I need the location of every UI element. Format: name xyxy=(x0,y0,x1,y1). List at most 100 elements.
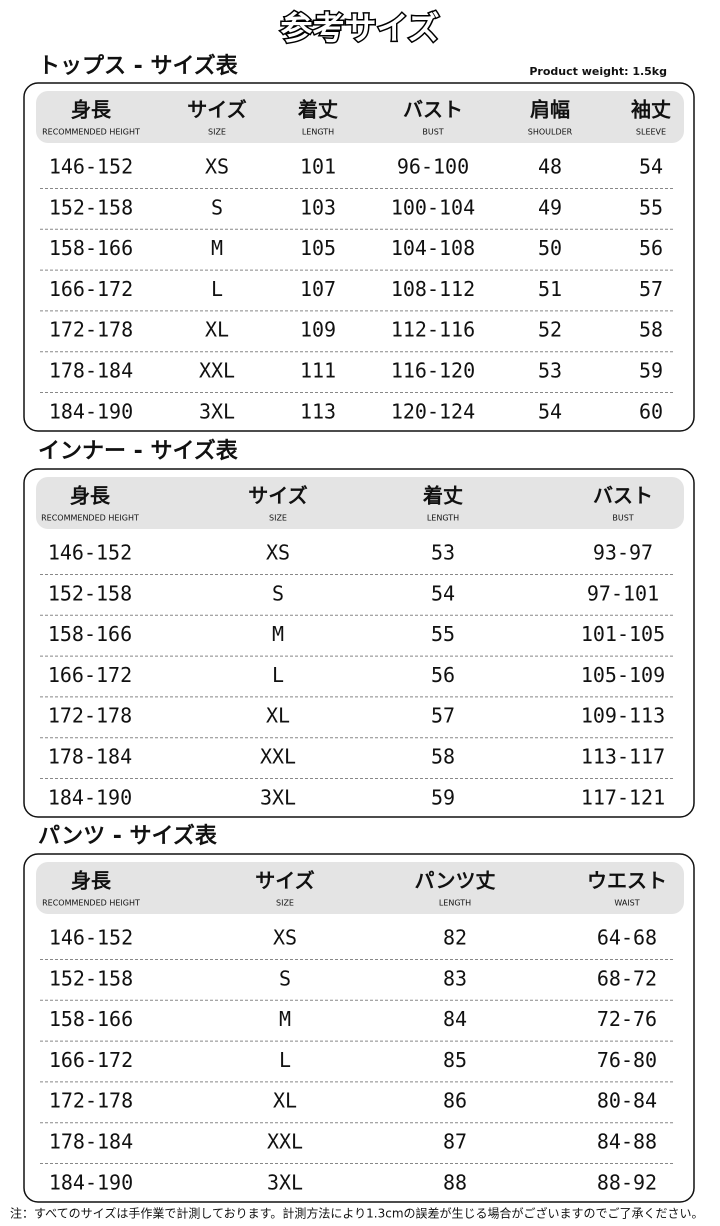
table-cell: 152-158 xyxy=(49,966,133,990)
table-cell: 172-178 xyxy=(48,704,132,728)
header-sub: LENGTH xyxy=(427,514,459,523)
table-cell: 52 xyxy=(538,318,562,342)
table-cell: 53 xyxy=(431,541,455,565)
header-sub: LENGTH xyxy=(302,128,334,137)
header-label: 袖丈 xyxy=(631,98,671,122)
table-cell: 178-184 xyxy=(49,1130,133,1154)
table-cell: 100-104 xyxy=(391,195,475,219)
table-cell: 97-101 xyxy=(587,581,659,605)
header-sub: BUST xyxy=(422,128,443,137)
header-label: 肩幅 xyxy=(530,98,570,122)
header-sub: RECOMMENDED HEIGHT xyxy=(42,899,140,908)
table-cell: 117-121 xyxy=(581,785,665,809)
table-cell: 88 xyxy=(443,1170,467,1194)
header-label: 着丈 xyxy=(297,98,338,122)
table-cell: 54 xyxy=(431,581,455,605)
table-cell: 166-172 xyxy=(49,1048,133,1072)
table-cell: 152-158 xyxy=(48,581,132,605)
table-cell: S xyxy=(272,581,284,605)
table-cell: L xyxy=(272,663,284,687)
table-cell: 3XL xyxy=(199,399,235,423)
table-cell: 103 xyxy=(300,195,336,219)
table-cell: 54 xyxy=(639,155,663,179)
table-cell: M xyxy=(211,236,223,260)
table-cell: 172-178 xyxy=(49,318,133,342)
note: 注：すべてのサイズは手作業で計測しております。計測方法により1.3cmの誤差が生… xyxy=(10,1206,704,1221)
table-cell: 88-92 xyxy=(597,1170,657,1194)
header-label: 着丈 xyxy=(422,484,463,508)
table-frame xyxy=(23,468,695,818)
table-cell: 146-152 xyxy=(48,541,132,565)
table-cell: XS xyxy=(205,155,229,179)
table-cell: 72-76 xyxy=(597,1007,657,1031)
table-cell: 84 xyxy=(443,1007,467,1031)
header-sub: SIZE xyxy=(269,514,287,523)
table-cell: 101 xyxy=(300,155,336,179)
table-cell: 55 xyxy=(639,195,663,219)
table-cell: 3XL xyxy=(267,1170,303,1194)
table-cell: 57 xyxy=(639,277,663,301)
header-sub: RECOMMENDED HEIGHT xyxy=(42,128,140,137)
table-cell: 108-112 xyxy=(391,277,475,301)
table-cell: 184-190 xyxy=(49,399,133,423)
table-cell: 60 xyxy=(639,399,663,423)
table-cell: 93-97 xyxy=(593,541,653,565)
header-sub: SIZE xyxy=(276,899,294,908)
table-cell: 58 xyxy=(639,318,663,342)
table-cell: 96-100 xyxy=(397,155,469,179)
table-cell: 82 xyxy=(443,926,467,950)
table-cell: XS xyxy=(266,541,290,565)
header-label: パンツ丈 xyxy=(415,869,496,893)
table-cell: 50 xyxy=(538,236,562,260)
header-label: 身長 xyxy=(71,98,112,122)
table-cell: 109-113 xyxy=(581,704,665,728)
table-header xyxy=(36,862,684,914)
table-cell: S xyxy=(279,966,291,990)
table-cell: 56 xyxy=(639,236,663,260)
header-sub: RECOMMENDED HEIGHT xyxy=(41,514,139,523)
table-cell: 184-190 xyxy=(49,1170,133,1194)
table-cell: XL xyxy=(205,318,229,342)
table-frame xyxy=(23,82,695,432)
table-cell: 53 xyxy=(538,359,562,383)
table-cell: 49 xyxy=(538,195,562,219)
table-cell: 152-158 xyxy=(49,195,133,219)
table-cell: 178-184 xyxy=(49,359,133,383)
table-cell: M xyxy=(279,1007,291,1031)
table-cell: XS xyxy=(273,926,297,950)
section-title: パンツ - サイズ表 xyxy=(38,823,218,849)
page-title: 参考サイズ xyxy=(280,9,439,47)
table-cell: L xyxy=(279,1048,291,1072)
header-sub: SLEEVE xyxy=(636,128,666,137)
table-cell: L xyxy=(211,277,223,301)
table-cell: 109 xyxy=(300,318,336,342)
header-sub: SIZE xyxy=(208,128,226,137)
section-title: インナー - サイズ表 xyxy=(38,438,239,464)
table-cell: 111 xyxy=(300,359,336,383)
section-title: トップス - サイズ表 xyxy=(38,53,239,79)
header-label: サイズ xyxy=(187,98,246,122)
table-cell: 58 xyxy=(431,745,455,769)
table-cell: 54 xyxy=(538,399,562,423)
table-frame xyxy=(23,853,695,1203)
table-cell: 146-152 xyxy=(49,926,133,950)
header-label: サイズ xyxy=(255,869,314,893)
table-header xyxy=(36,91,684,143)
table-cell: 172-178 xyxy=(49,1089,133,1113)
table-cell: 57 xyxy=(431,704,455,728)
table-cell: 51 xyxy=(538,277,562,301)
header-sub: BUST xyxy=(612,514,633,523)
header-sub: SHOULDER xyxy=(528,128,573,137)
table-cell: 113 xyxy=(300,399,336,423)
table-cell: M xyxy=(272,622,284,646)
table-cell: 158-166 xyxy=(49,236,133,260)
table-cell: 80-84 xyxy=(597,1089,657,1113)
table-cell: 116-120 xyxy=(391,359,475,383)
table-cell: 158-166 xyxy=(48,622,132,646)
table-cell: 59 xyxy=(639,359,663,383)
table-cell: XXL xyxy=(260,745,296,769)
table-cell: 158-166 xyxy=(49,1007,133,1031)
table-cell: 56 xyxy=(431,663,455,687)
table-cell: 113-117 xyxy=(581,745,665,769)
